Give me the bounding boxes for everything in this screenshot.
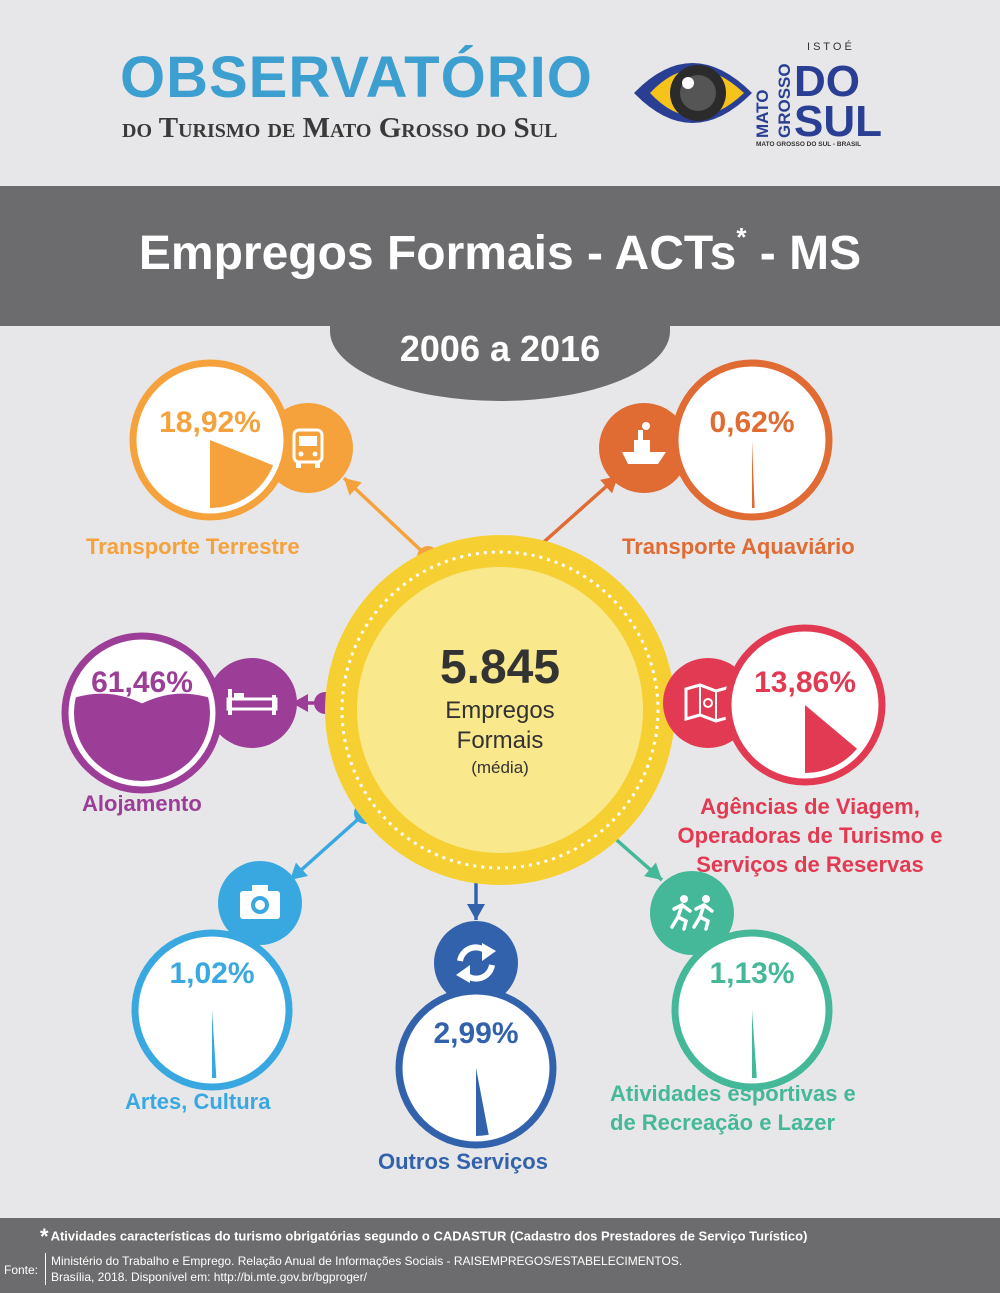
sector-agencias: 13,86% (663, 624, 886, 786)
label-agencias-line3: Serviços de Reservas (696, 852, 924, 877)
sector-artes-cultura: 1,02% (131, 861, 302, 1091)
logo-grosso-text: GROSSO (775, 63, 794, 138)
label-artes-cultura: Artes, Cultura (125, 1089, 271, 1114)
main-title-text: Empregos Formais - ACTs (138, 227, 737, 280)
ship-icon (599, 403, 689, 493)
main-title-suffix: - MS (746, 227, 862, 280)
center-label-line2: Formais (456, 727, 544, 754)
label-agencias-line1: Agências de Viagem, (700, 794, 920, 819)
label-atividades-line2: de Recreação e Lazer (610, 1110, 836, 1135)
connector-line-artes-cultura (288, 811, 367, 882)
sector-alojamento: 61,46% (61, 632, 297, 794)
pct-label-agencias: 13,86% (754, 666, 856, 699)
footer-note-text: Atividades características do turismo ob… (50, 1228, 808, 1244)
source-line2: Brasília, 2018. Disponível em: http://bi… (51, 1270, 367, 1284)
source-text: Ministério do Trabalho e Emprego. Relaçã… (51, 1253, 951, 1285)
logo-sul-text: SUL (794, 97, 882, 146)
center-label-line3: (média) (471, 758, 529, 777)
label-transporte-terrestre: Transporte Terrestre (86, 534, 300, 559)
logo-bottom-text: MATO GROSSO DO SUL - BRASIL (756, 141, 861, 148)
sector-circles: 18,92% 0,62% 61,46% 13,86% 1,02% 2,99% 1,13% (61, 359, 886, 1149)
pie-slice-transporte-aquaviario (752, 440, 755, 508)
source-divider (45, 1253, 46, 1285)
sector-transporte-terrestre: 18,92% (129, 359, 353, 521)
sector-atividades: 1,13% (650, 871, 833, 1091)
logo-do-text: DO (794, 57, 860, 106)
connector-line-transporte-terrestre (342, 476, 430, 559)
label-atividades-line1: Atividades esportivas e (610, 1081, 856, 1106)
pct-label-alojamento: 61,46% (91, 666, 193, 699)
label-outros-servicos: Outros Serviços (378, 1149, 548, 1174)
bed-icon (207, 658, 297, 748)
connector-arrow-artes-cultura (290, 862, 308, 880)
pie-slice-transporte-terrestre (210, 440, 274, 508)
label-agencias: Agências de Viagem, Operadoras de Turism… (640, 792, 980, 879)
source-line1: Ministério do Trabalho e Emprego. Relaçã… (51, 1254, 683, 1268)
header (0, 0, 1000, 186)
footer (0, 1218, 1000, 1293)
pie-slice-artes-cultura (212, 1010, 217, 1078)
label-alojamento: Alojamento (82, 791, 202, 816)
pct-label-artes-cultura: 1,02% (169, 957, 254, 990)
footer-asterisk: * (40, 1224, 49, 1249)
source-label: Fonte: (4, 1263, 39, 1277)
period-label: 2006 a 2016 (399, 328, 601, 369)
sector-transporte-aquaviario: 0,62% (599, 359, 833, 521)
center-value: 5.845 (439, 641, 561, 694)
pct-label-atividades: 1,13% (709, 957, 794, 990)
main-title-asterisk: * (736, 222, 747, 252)
sector-outros-servicos: 2,99% (395, 921, 557, 1149)
center-text: 5.845 Empregos Formais (média) (375, 640, 625, 780)
pie-slice-outros-servicos (476, 1068, 489, 1136)
eye-logo-icon (634, 63, 752, 123)
observatorio-title: OBSERVATÓRIO (120, 45, 593, 110)
pct-label-transporte-aquaviario: 0,62% (709, 406, 794, 439)
sector-diagram: 18,92% 0,62% 61,46% 13,86% 1,02% 2,99% 1,13% (61, 359, 886, 1149)
center-circle (325, 535, 675, 885)
title-band (0, 186, 1000, 326)
label-agencias-line2: Operadoras de Turismo e (677, 823, 943, 848)
logo-top-text: I S T O É (807, 40, 852, 53)
connector-arrow-transporte-terrestre (344, 478, 362, 496)
connector-arrow-atividades (644, 862, 662, 880)
isto-e-mato-grosso-do-sul-logo: I S T O É MATO GROSSO DO SUL MATO GROSSO… (634, 40, 882, 148)
pie-slice-atividades (752, 1010, 757, 1078)
pct-label-transporte-terrestre: 18,92% (159, 406, 261, 439)
refresh-icon (434, 921, 518, 1005)
pie-slice-alojamento (74, 693, 210, 782)
pct-label-outros-servicos: 2,99% (433, 1017, 518, 1050)
label-transporte-aquaviario: Transporte Aquaviário (622, 534, 855, 559)
connector-arrow-alojamento (292, 694, 308, 712)
logo-mato-text: MATO (753, 90, 772, 138)
pie-slice-agencias (805, 705, 858, 773)
camera-icon (218, 861, 302, 945)
main-title: Empregos Formais - ACTs* - MS (0, 222, 1000, 281)
connector-arrow-outros-servicos (467, 904, 485, 920)
footer-note: * Atividades características do turismo o… (40, 1224, 990, 1250)
observatorio-subtitle: do Turismo de Mato Grosso do Sul (122, 112, 558, 144)
label-atividades: Atividades esportivas e de Recreação e L… (610, 1079, 856, 1137)
center-label-line1: Empregos (445, 697, 555, 724)
running-icon (650, 871, 734, 955)
